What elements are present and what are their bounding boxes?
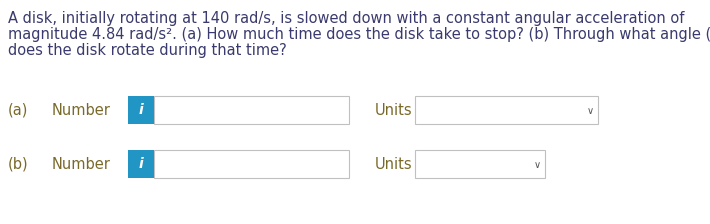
FancyBboxPatch shape [128, 96, 154, 124]
Text: magnitude 4.84 rad/s². (a) How much time does the disk take to stop? (b) Through: magnitude 4.84 rad/s². (a) How much time… [8, 27, 710, 42]
FancyBboxPatch shape [415, 150, 545, 178]
Text: (b): (b) [8, 157, 28, 172]
Text: (a): (a) [8, 103, 28, 118]
FancyBboxPatch shape [154, 150, 349, 178]
Text: Units: Units [375, 157, 413, 172]
Text: ∨: ∨ [533, 160, 540, 170]
Text: i: i [138, 157, 143, 171]
Text: ∨: ∨ [586, 106, 594, 116]
FancyBboxPatch shape [154, 96, 349, 124]
Text: Units: Units [375, 103, 413, 118]
Text: i: i [138, 103, 143, 117]
Text: Number: Number [52, 103, 111, 118]
FancyBboxPatch shape [415, 96, 598, 124]
FancyBboxPatch shape [128, 150, 154, 178]
Text: Number: Number [52, 157, 111, 172]
Text: does the disk rotate during that time?: does the disk rotate during that time? [8, 43, 287, 58]
Text: A disk, initially rotating at 140 rad/s, is slowed down with a constant angular : A disk, initially rotating at 140 rad/s,… [8, 11, 684, 26]
